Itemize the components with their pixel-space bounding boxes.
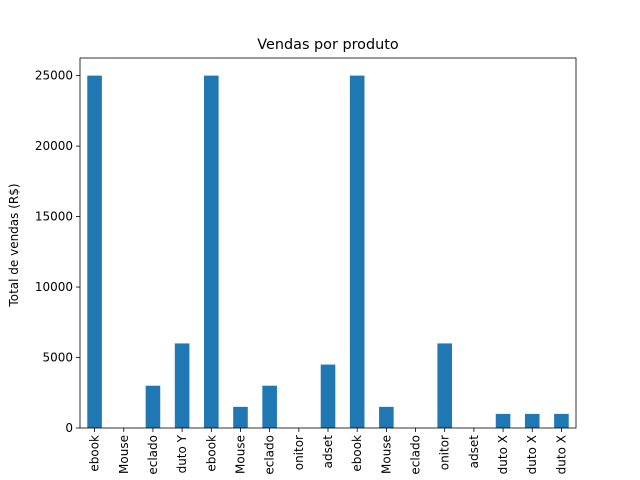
x-tick-label-16: duto X bbox=[554, 435, 568, 474]
bar-4 bbox=[204, 75, 219, 429]
bar-3 bbox=[174, 343, 190, 428]
y-tick-label-5: 25000 bbox=[35, 69, 73, 83]
y-tick-label-1: 5000 bbox=[42, 351, 73, 365]
plot-frame bbox=[79, 57, 577, 429]
bar-12 bbox=[437, 343, 452, 428]
bar-6 bbox=[262, 385, 277, 428]
x-tick-label-5: Mouse bbox=[233, 435, 247, 474]
y-tick-label-0: 0 bbox=[65, 421, 73, 435]
chart-title: Vendas por produto bbox=[257, 37, 399, 53]
x-tick-label-12: onitor bbox=[438, 435, 452, 470]
x-tick-label-14: duto X bbox=[496, 435, 510, 474]
bar-5 bbox=[233, 406, 248, 428]
y-ticks-group: 0 5000 10000 15000 20000 25000 bbox=[35, 69, 80, 435]
bar-2 bbox=[145, 385, 161, 428]
y-tick-label-4: 20000 bbox=[35, 139, 73, 153]
bar-0 bbox=[87, 75, 102, 429]
bar-16 bbox=[554, 413, 569, 428]
x-ticks-group: ebook Mouse eclado duto Y ebook Mouse eclado on… bbox=[88, 428, 568, 475]
y-axis-label: Total de vendas (R$) bbox=[7, 183, 21, 307]
x-tick-label-11: eclado bbox=[409, 435, 423, 475]
x-tick-label-10: Mouse bbox=[379, 435, 393, 474]
bar-8 bbox=[320, 364, 336, 428]
x-tick-label-3: duto Y bbox=[175, 434, 189, 473]
x-tick-label-6: eclado bbox=[263, 435, 277, 475]
x-tick-label-1: Mouse bbox=[117, 435, 131, 474]
bars-group bbox=[87, 75, 569, 429]
x-tick-label-0: ebook bbox=[88, 435, 102, 472]
bar-9 bbox=[349, 75, 365, 429]
y-tick-label-3: 15000 bbox=[35, 210, 73, 224]
bar-10 bbox=[379, 406, 394, 428]
x-tick-label-7: onitor bbox=[292, 435, 306, 470]
y-tick-label-2: 10000 bbox=[35, 280, 73, 294]
bar-15 bbox=[524, 413, 540, 428]
x-tick-label-15: duto X bbox=[525, 435, 539, 474]
x-tick-label-2: eclado bbox=[146, 435, 160, 475]
bar-14 bbox=[495, 413, 511, 428]
x-tick-label-8: adset bbox=[321, 435, 335, 469]
x-tick-label-4: ebook bbox=[204, 435, 218, 472]
x-tick-label-13: adset bbox=[467, 435, 481, 469]
x-tick-label-9: ebook bbox=[350, 435, 364, 472]
